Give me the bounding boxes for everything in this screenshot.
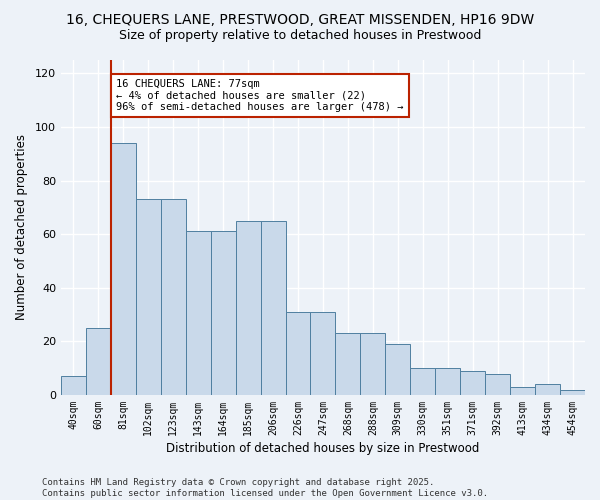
Bar	[61, 376, 86, 395]
Bar	[385, 344, 410, 395]
Bar	[286, 312, 310, 395]
Bar	[560, 390, 585, 395]
Bar	[136, 200, 161, 395]
Bar	[361, 334, 385, 395]
Bar	[510, 387, 535, 395]
Bar	[310, 312, 335, 395]
Bar	[260, 221, 286, 395]
Bar	[485, 374, 510, 395]
Text: 16, CHEQUERS LANE, PRESTWOOD, GREAT MISSENDEN, HP16 9DW: 16, CHEQUERS LANE, PRESTWOOD, GREAT MISS…	[66, 12, 534, 26]
Bar	[435, 368, 460, 395]
Bar	[535, 384, 560, 395]
Bar	[211, 232, 236, 395]
Bar	[111, 143, 136, 395]
Y-axis label: Number of detached properties: Number of detached properties	[15, 134, 28, 320]
Bar	[410, 368, 435, 395]
Text: Contains HM Land Registry data © Crown copyright and database right 2025.
Contai: Contains HM Land Registry data © Crown c…	[42, 478, 488, 498]
Bar	[335, 334, 361, 395]
X-axis label: Distribution of detached houses by size in Prestwood: Distribution of detached houses by size …	[166, 442, 479, 455]
Text: Size of property relative to detached houses in Prestwood: Size of property relative to detached ho…	[119, 29, 481, 42]
Bar	[460, 371, 485, 395]
Bar	[161, 200, 186, 395]
Bar	[186, 232, 211, 395]
Text: 16 CHEQUERS LANE: 77sqm
← 4% of detached houses are smaller (22)
96% of semi-det: 16 CHEQUERS LANE: 77sqm ← 4% of detached…	[116, 79, 403, 112]
Bar	[236, 221, 260, 395]
Bar	[86, 328, 111, 395]
